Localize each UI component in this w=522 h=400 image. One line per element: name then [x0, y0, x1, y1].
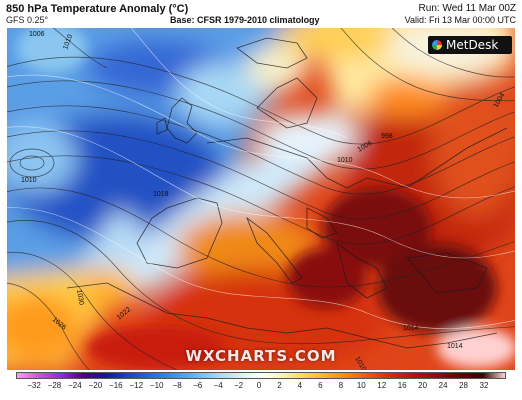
colorbar-tick-label: 20 — [418, 381, 428, 390]
colorbar — [16, 372, 506, 379]
temperature-anomaly-field — [7, 28, 515, 370]
colorbar-tick-label: −2 — [233, 381, 244, 390]
isobar-label: 1030 — [75, 289, 85, 306]
metdesk-logo-icon — [432, 40, 442, 50]
anomaly-map: 1006 1010 1010 1010 1018 1030 1026 1022 … — [7, 28, 515, 370]
colorbar-tick-label: −16 — [109, 381, 123, 390]
isobar-label: 1018 — [153, 191, 169, 198]
isobar-label: 1010 — [337, 157, 353, 164]
metdesk-logo-text: MetDesk — [446, 38, 499, 52]
colorbar-tick-label: 4 — [297, 381, 303, 390]
climatology-base-label: Base: CFSR 1979-2010 climatology — [170, 15, 320, 25]
isobar-label: 998 — [381, 133, 393, 140]
metdesk-logo: MetDesk — [428, 36, 512, 54]
run-time-label: Run: Wed 11 Mar 00Z — [418, 3, 516, 14]
colorbar-tick-label: 2 — [277, 381, 282, 390]
colorbar-tick-label: −6 — [193, 381, 203, 390]
colorbar-tick-label: 8 — [338, 381, 344, 390]
colorbar-tick-label: 12 — [377, 381, 387, 390]
colorbar-tick-label: 10 — [356, 381, 366, 390]
thickness-contours — [7, 28, 515, 329]
isobar-label: 1010 — [62, 34, 74, 51]
colorbar-ticks: −32 −28 −24 −20 −16 −12 −10 −8 −6 −4 −2 0 2 4 6 8 10 12 16… — [0, 381, 522, 395]
isobar-label: 1010 — [21, 177, 37, 184]
colorbar-tick-label: −20 — [88, 381, 103, 390]
colorbar-tick-label: 28 — [459, 381, 468, 390]
colorbar-tick-label: −24 — [68, 381, 82, 390]
isobar-label: 1014 — [403, 325, 419, 332]
colorbar-tick-label: 32 — [479, 381, 489, 390]
model-label: GFS 0.25° — [6, 15, 49, 25]
valid-time-label: Valid: Fri 13 Mar 00:00 UTC — [404, 15, 516, 25]
colorbar-tick-label: −4 — [213, 381, 223, 390]
chart-header: 850 hPa Temperature Anomaly (°C) GFS 0.2… — [0, 0, 522, 27]
colorbar-tick-label: −32 — [27, 381, 41, 390]
wxcharts-watermark: WXCHARTS.COM — [185, 347, 337, 365]
colorbar-tick-label: 6 — [318, 381, 323, 390]
isobars — [7, 28, 515, 370]
colorbar-tick-label: −10 — [149, 381, 164, 390]
isobar-label: 1014 — [447, 343, 463, 350]
colorbar-tick-label: 0 — [256, 381, 262, 390]
colorbar-tick-label: −28 — [47, 381, 62, 390]
isobar-label: 1006 — [29, 31, 45, 38]
colorbar-tick-label: −8 — [172, 381, 182, 390]
colorbar-tick-label: 16 — [397, 381, 407, 390]
colorbar-tick-label: 24 — [438, 381, 448, 390]
chart-title: 850 hPa Temperature Anomaly (°C) — [6, 3, 189, 15]
colorbar-tick-label: −12 — [129, 381, 144, 390]
